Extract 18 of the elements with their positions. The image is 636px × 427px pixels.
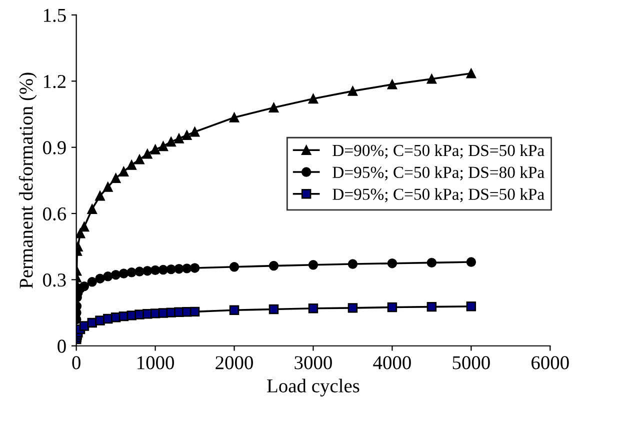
legend-label: D=95%; C=50 kPa; DS=80 kPa bbox=[332, 166, 544, 180]
y-tick-label: 0.6 bbox=[43, 207, 66, 221]
y-axis-title: Permanent deformation (%) bbox=[18, 72, 37, 288]
x-tick-label: 3000 bbox=[294, 356, 332, 370]
legend-label: D=90%; C=50 kPa; DS=50 kPa bbox=[332, 144, 544, 159]
y-tick-label: 0.9 bbox=[43, 141, 66, 154]
x-tick-label: 2000 bbox=[216, 356, 253, 370]
x-axis-title: Load cycles bbox=[267, 378, 360, 396]
x-tick-label: 4000 bbox=[373, 356, 411, 370]
y-tick-label: 1.5 bbox=[44, 8, 66, 22]
x-tick-label: 0 bbox=[72, 356, 80, 370]
x-tick-label: 1000 bbox=[138, 356, 174, 370]
legend-label: D=95%; C=50 kPa; DS=50 kPa bbox=[332, 188, 544, 202]
x-tick-label: 5000 bbox=[452, 356, 490, 370]
x-tick-label: 6000 bbox=[532, 356, 569, 370]
y-tick-label: 0 bbox=[58, 340, 66, 353]
y-tick-label: 1.2 bbox=[44, 75, 66, 88]
y-tick-label: 0.3 bbox=[43, 274, 66, 287]
